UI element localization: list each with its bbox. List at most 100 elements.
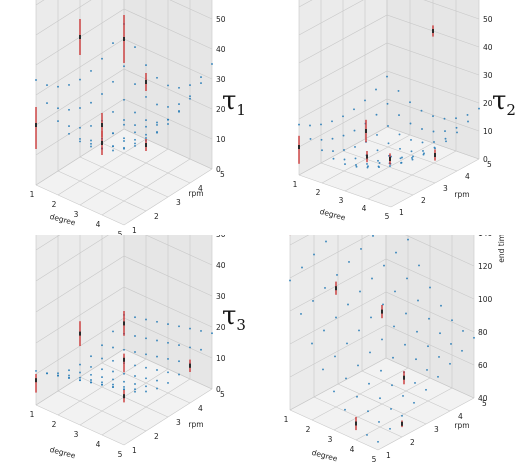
data-point <box>123 140 125 142</box>
data-point <box>134 124 136 127</box>
z-tick-label: 20 <box>216 323 226 332</box>
data-point <box>189 327 191 330</box>
data-point <box>156 121 158 124</box>
data-point <box>145 377 147 380</box>
data-point <box>357 364 359 367</box>
y-tick-label: 3 <box>176 198 181 207</box>
data-point <box>478 107 480 110</box>
data-point <box>401 414 403 417</box>
data-point <box>449 362 451 365</box>
data-point <box>335 316 337 319</box>
data-point <box>167 357 169 360</box>
x-axis-label: degree <box>311 448 339 464</box>
gridline <box>342 150 436 184</box>
data-point <box>372 234 374 237</box>
data-point <box>112 145 114 148</box>
data-point <box>145 64 147 67</box>
data-point <box>57 372 59 375</box>
y-tick-label: 5 <box>487 160 492 169</box>
data-point <box>79 78 81 81</box>
data-point <box>134 138 136 141</box>
data-point <box>367 410 369 413</box>
x-tick-label: 3 <box>74 430 79 439</box>
y-axis-label: rpm <box>188 420 203 429</box>
axes-panes <box>290 94 474 450</box>
y-tick-label: 1 <box>386 451 391 460</box>
data-point <box>462 329 464 332</box>
data-point <box>451 319 453 322</box>
data-point <box>323 329 325 332</box>
x-tick-label: 5 <box>118 450 123 459</box>
data-point <box>112 383 114 386</box>
z-tick-label: 100 <box>478 295 493 304</box>
data-point <box>178 344 180 347</box>
x-axis-label: degree <box>49 445 77 461</box>
data-point <box>57 120 59 123</box>
data-point <box>443 117 446 120</box>
data-point <box>101 57 103 60</box>
data-point <box>433 141 435 143</box>
data-point <box>378 166 380 169</box>
y-tick-label: 2 <box>410 438 415 447</box>
data-point <box>355 165 358 168</box>
data-point <box>421 141 424 144</box>
data-point <box>298 123 300 126</box>
data-point <box>399 147 401 150</box>
x-tick-label: 2 <box>316 188 321 197</box>
y-tick-label: 4 <box>458 412 463 421</box>
z-tick-label: 0 <box>216 165 221 174</box>
x-tick-label: 5 <box>372 455 377 464</box>
data-point <box>134 144 136 147</box>
data-point <box>418 264 420 267</box>
gridline <box>35 255 213 313</box>
error-bar-mean <box>403 375 405 380</box>
data-point <box>112 149 114 152</box>
data-point <box>167 341 169 344</box>
data-point <box>200 329 202 332</box>
data-point <box>473 336 475 339</box>
data-point <box>366 433 368 436</box>
data-point <box>420 109 423 112</box>
data-point <box>145 137 147 139</box>
gridline <box>289 291 475 345</box>
x-tick-label: 1 <box>30 190 35 199</box>
data-point <box>178 373 180 376</box>
error-bar-mean <box>189 363 191 368</box>
data-point <box>422 149 424 152</box>
x-tick-label: 4 <box>350 445 355 454</box>
data-point <box>375 113 378 116</box>
data-point <box>377 159 379 162</box>
data-point <box>178 103 180 106</box>
chart-panel-tau1: 123451234501020304050607080degreerpm τ1 <box>0 0 262 239</box>
data-point <box>343 158 346 161</box>
z-tick-label: 10 <box>483 127 493 136</box>
data-point <box>342 134 345 137</box>
data-point <box>134 111 136 114</box>
z-tick-label: 40 <box>216 45 226 54</box>
tau3-label: τ3 <box>222 301 246 334</box>
data-point <box>401 156 403 159</box>
data-point <box>324 286 326 289</box>
data-point <box>300 312 302 315</box>
error-bar-mean <box>389 157 391 161</box>
data-point <box>134 383 136 385</box>
data-point <box>432 115 434 118</box>
data-point <box>134 316 136 319</box>
error-bar-mean <box>434 153 436 157</box>
dot-series <box>35 23 213 152</box>
data-point <box>90 101 92 104</box>
z-axis-label: end time <box>497 235 506 263</box>
z-tick-label: 120 <box>478 262 493 271</box>
gridline <box>364 138 458 172</box>
data-point <box>399 157 402 160</box>
error-bar-mean <box>101 141 103 145</box>
chart-panel-end-time: 1234512345406080100120140160180200degree… <box>262 93 525 471</box>
gridline <box>35 286 213 344</box>
x-tick-label: 2 <box>52 420 57 429</box>
data-point <box>409 101 411 104</box>
data-point <box>386 102 389 105</box>
data-point <box>46 102 48 105</box>
y-tick-label: 1 <box>399 208 404 217</box>
data-point <box>90 365 92 368</box>
data-point <box>68 132 70 135</box>
